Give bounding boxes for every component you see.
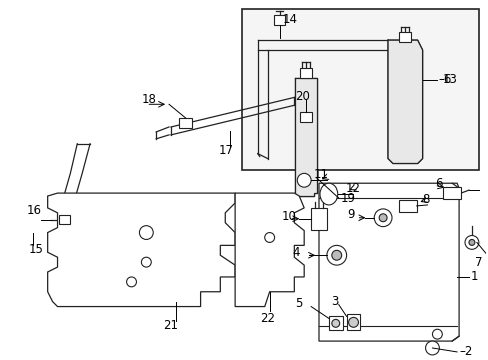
Text: 16: 16 <box>27 204 42 217</box>
Text: 3: 3 <box>330 295 338 308</box>
Text: 20: 20 <box>294 90 309 103</box>
Text: 13: 13 <box>442 73 456 86</box>
Text: 5: 5 <box>295 297 302 310</box>
Circle shape <box>326 246 346 265</box>
Bar <box>443 187 460 199</box>
Text: 21: 21 <box>163 319 178 332</box>
Text: 14: 14 <box>282 13 297 26</box>
Text: 1: 1 <box>470 270 477 283</box>
Circle shape <box>126 277 136 287</box>
Circle shape <box>464 235 478 249</box>
Bar <box>328 316 342 330</box>
Polygon shape <box>295 78 316 196</box>
Circle shape <box>378 214 386 222</box>
Bar <box>310 208 326 230</box>
Text: –2: –2 <box>458 346 471 359</box>
Circle shape <box>468 239 474 246</box>
Text: 15: 15 <box>29 243 44 256</box>
Text: 9: 9 <box>347 208 354 221</box>
Circle shape <box>141 257 151 267</box>
Ellipse shape <box>319 183 337 205</box>
Bar <box>273 15 285 25</box>
Text: 10: 10 <box>281 210 296 223</box>
Circle shape <box>431 329 442 339</box>
Bar <box>59 215 70 224</box>
Text: 8: 8 <box>422 193 429 207</box>
Polygon shape <box>47 193 235 307</box>
Bar <box>300 112 311 122</box>
Text: 7: 7 <box>474 256 481 269</box>
Polygon shape <box>318 183 458 341</box>
Circle shape <box>348 318 358 327</box>
Bar <box>242 9 478 170</box>
Text: 12: 12 <box>345 182 360 195</box>
Text: 6: 6 <box>434 177 442 190</box>
Circle shape <box>297 174 310 187</box>
Circle shape <box>264 233 274 242</box>
Text: 19: 19 <box>340 192 355 204</box>
Bar <box>346 314 360 330</box>
Bar <box>300 68 311 78</box>
Circle shape <box>425 341 438 355</box>
Circle shape <box>139 226 153 239</box>
Circle shape <box>331 250 341 260</box>
Polygon shape <box>235 193 304 307</box>
Text: 18: 18 <box>141 93 156 106</box>
Bar <box>398 32 410 42</box>
Text: 22: 22 <box>259 312 274 325</box>
Bar <box>179 118 192 128</box>
Circle shape <box>373 209 391 227</box>
Bar <box>398 200 416 212</box>
Text: 4: 4 <box>292 246 299 259</box>
Text: 17: 17 <box>218 144 233 157</box>
Text: –6: –6 <box>437 73 451 86</box>
Polygon shape <box>387 40 422 163</box>
Text: 11: 11 <box>313 168 328 181</box>
Circle shape <box>331 319 339 327</box>
